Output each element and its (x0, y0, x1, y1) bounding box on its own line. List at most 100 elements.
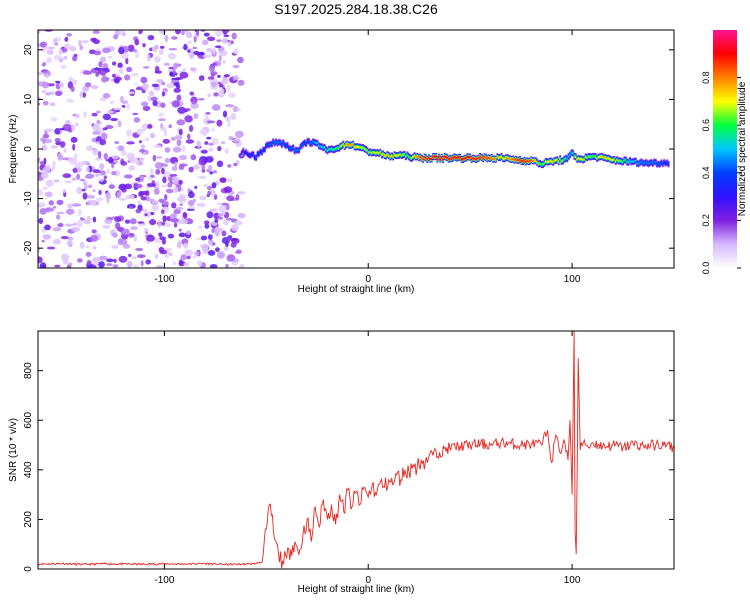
heatmap-noise-cell (193, 36, 197, 43)
heatmap-noise-cell (117, 120, 122, 128)
heatmap-noise-cell (64, 121, 72, 124)
heatmap-ridge-cell (556, 158, 559, 161)
heatmap-noise-cell (222, 110, 228, 118)
heatmap-noise-cell (124, 219, 131, 224)
heatmap-noise-cell (133, 264, 139, 268)
heatmap-noise-cell (115, 146, 119, 150)
heatmap-noise-cell (82, 180, 88, 186)
heatmap-noise-cell (65, 208, 75, 215)
heatmap-noise-cell (83, 111, 87, 118)
heatmap-ridge-cell (266, 143, 269, 146)
heatmap-noise-cell (42, 100, 49, 106)
heatmap-noise-cell (237, 56, 244, 64)
heatmap-ridge-cell (433, 155, 436, 158)
heatmap-noise-cell (225, 104, 234, 108)
heatmap-noise-cell (149, 168, 154, 175)
heatmap-ridge-cell (529, 160, 532, 162)
heatmap-noise-cell (187, 40, 192, 45)
colorbar-tick-label: 0.0 (701, 262, 711, 275)
heatmap-ridge-cell (553, 159, 556, 162)
heatmap-ridge-cell (417, 156, 420, 159)
snr-y-tick-label: 400 (23, 461, 34, 478)
heatmap-noise-cell (189, 125, 194, 132)
snr-background (38, 331, 674, 569)
heatmap-noise-cell (210, 85, 219, 90)
heatmap-ridge-cell (399, 153, 402, 156)
heatmap-noise-cell (237, 79, 245, 86)
heatmap-noise-cell (42, 186, 48, 190)
heatmap-noise-cell (50, 145, 59, 149)
heatmap-noise-cell (42, 234, 51, 240)
heatmap-noise-cell (147, 124, 153, 129)
heatmap-noise-cell (179, 71, 189, 79)
heatmap-noise-cell (126, 103, 130, 110)
heatmap-noise-cell (44, 191, 53, 198)
heatmap-ridge-cell (370, 152, 373, 154)
heatmap-noise-cell (51, 166, 55, 171)
heatmap-ridge-cell (338, 147, 340, 150)
colorbar-tick-label: 0.6 (701, 119, 711, 132)
heatmap-noise-cell (102, 225, 111, 229)
heatmap-ridge-cell (379, 151, 382, 154)
heatmap-noise-cell (179, 219, 189, 225)
heatmap-noise-cell (218, 83, 224, 88)
heatmap-noise-cell (105, 125, 114, 129)
heatmap-ridge-cell (602, 156, 604, 159)
heatmap-noise-cell (40, 172, 49, 179)
heatmap-noise-cell (98, 61, 103, 68)
heatmap-ridge-cell (524, 160, 527, 163)
heatmap-noise-cell (150, 96, 158, 102)
heatmap-noise-cell (99, 121, 103, 125)
heatmap-ridge-cell (273, 142, 276, 145)
colorbar-label: Normalized spectral amplitude (737, 81, 748, 216)
heatmap-ridge-cell (409, 156, 412, 159)
heatmap-noise-cell (177, 106, 187, 114)
heatmap-noise-cell (52, 238, 62, 245)
heatmap-noise-cell (163, 62, 171, 66)
heatmap-noise-cell (67, 236, 74, 241)
heatmap-ridge-cell (362, 146, 365, 149)
heatmap-ridge-cell (543, 162, 546, 165)
heatmap-noise-cell (176, 94, 182, 102)
heatmap-noise-cell (207, 76, 215, 80)
heatmap-noise-cell (41, 89, 47, 94)
heatmap-noise-cell (111, 61, 117, 66)
heatmap-noise-cell (142, 43, 146, 48)
heatmap-ridge-cell (547, 160, 550, 163)
heatmap-noise-cell (194, 251, 200, 256)
heatmap-noise-cell (156, 265, 164, 268)
heatmap-noise-cell (86, 200, 94, 205)
heatmap-ridge-cell (470, 158, 473, 161)
heatmap-noise-cell (113, 107, 122, 111)
heatmap-ridge-cell (403, 153, 406, 156)
heatmap-ridge-cell (629, 159, 631, 162)
heatmap-noise-cell (158, 118, 166, 122)
heatmap-noise-cell (193, 50, 200, 56)
heatmap-ridge-cell (340, 144, 343, 147)
snr-frame (37, 330, 675, 570)
heatmap-ridge-cell (606, 157, 609, 160)
heatmap-ridge-cell (660, 161, 663, 164)
heatmap-noise-cell (189, 205, 195, 210)
heatmap-y-tick-label: 10 (23, 93, 34, 105)
heatmap-noise-cell (48, 200, 55, 206)
heatmap-noise-cell (151, 204, 159, 212)
heatmap-ridge-cell (377, 152, 380, 155)
heatmap-noise-cell (93, 50, 102, 56)
heatmap-ridge-cell (283, 143, 286, 146)
heatmap-noise-cell (44, 128, 54, 133)
heatmap-noise-cell (176, 241, 182, 249)
heatmap-ridge-cell (540, 163, 543, 166)
heatmap-ridge-cell (443, 155, 446, 158)
heatmap-ridge-cell (641, 161, 644, 164)
heatmap-noise-cell (134, 82, 138, 86)
heatmap-noise-cell (66, 98, 74, 103)
heatmap-noise-cell (54, 264, 61, 268)
heatmap-noise-cell (173, 208, 181, 215)
heatmap-ridge-cell (526, 159, 529, 162)
heatmap-ridge-cell (255, 156, 258, 159)
heatmap-noise-cell (71, 226, 81, 232)
heatmap-ridge-cell (596, 157, 599, 160)
heatmap-ridge-cell (416, 155, 419, 158)
heatmap-noise-cell (140, 260, 144, 267)
